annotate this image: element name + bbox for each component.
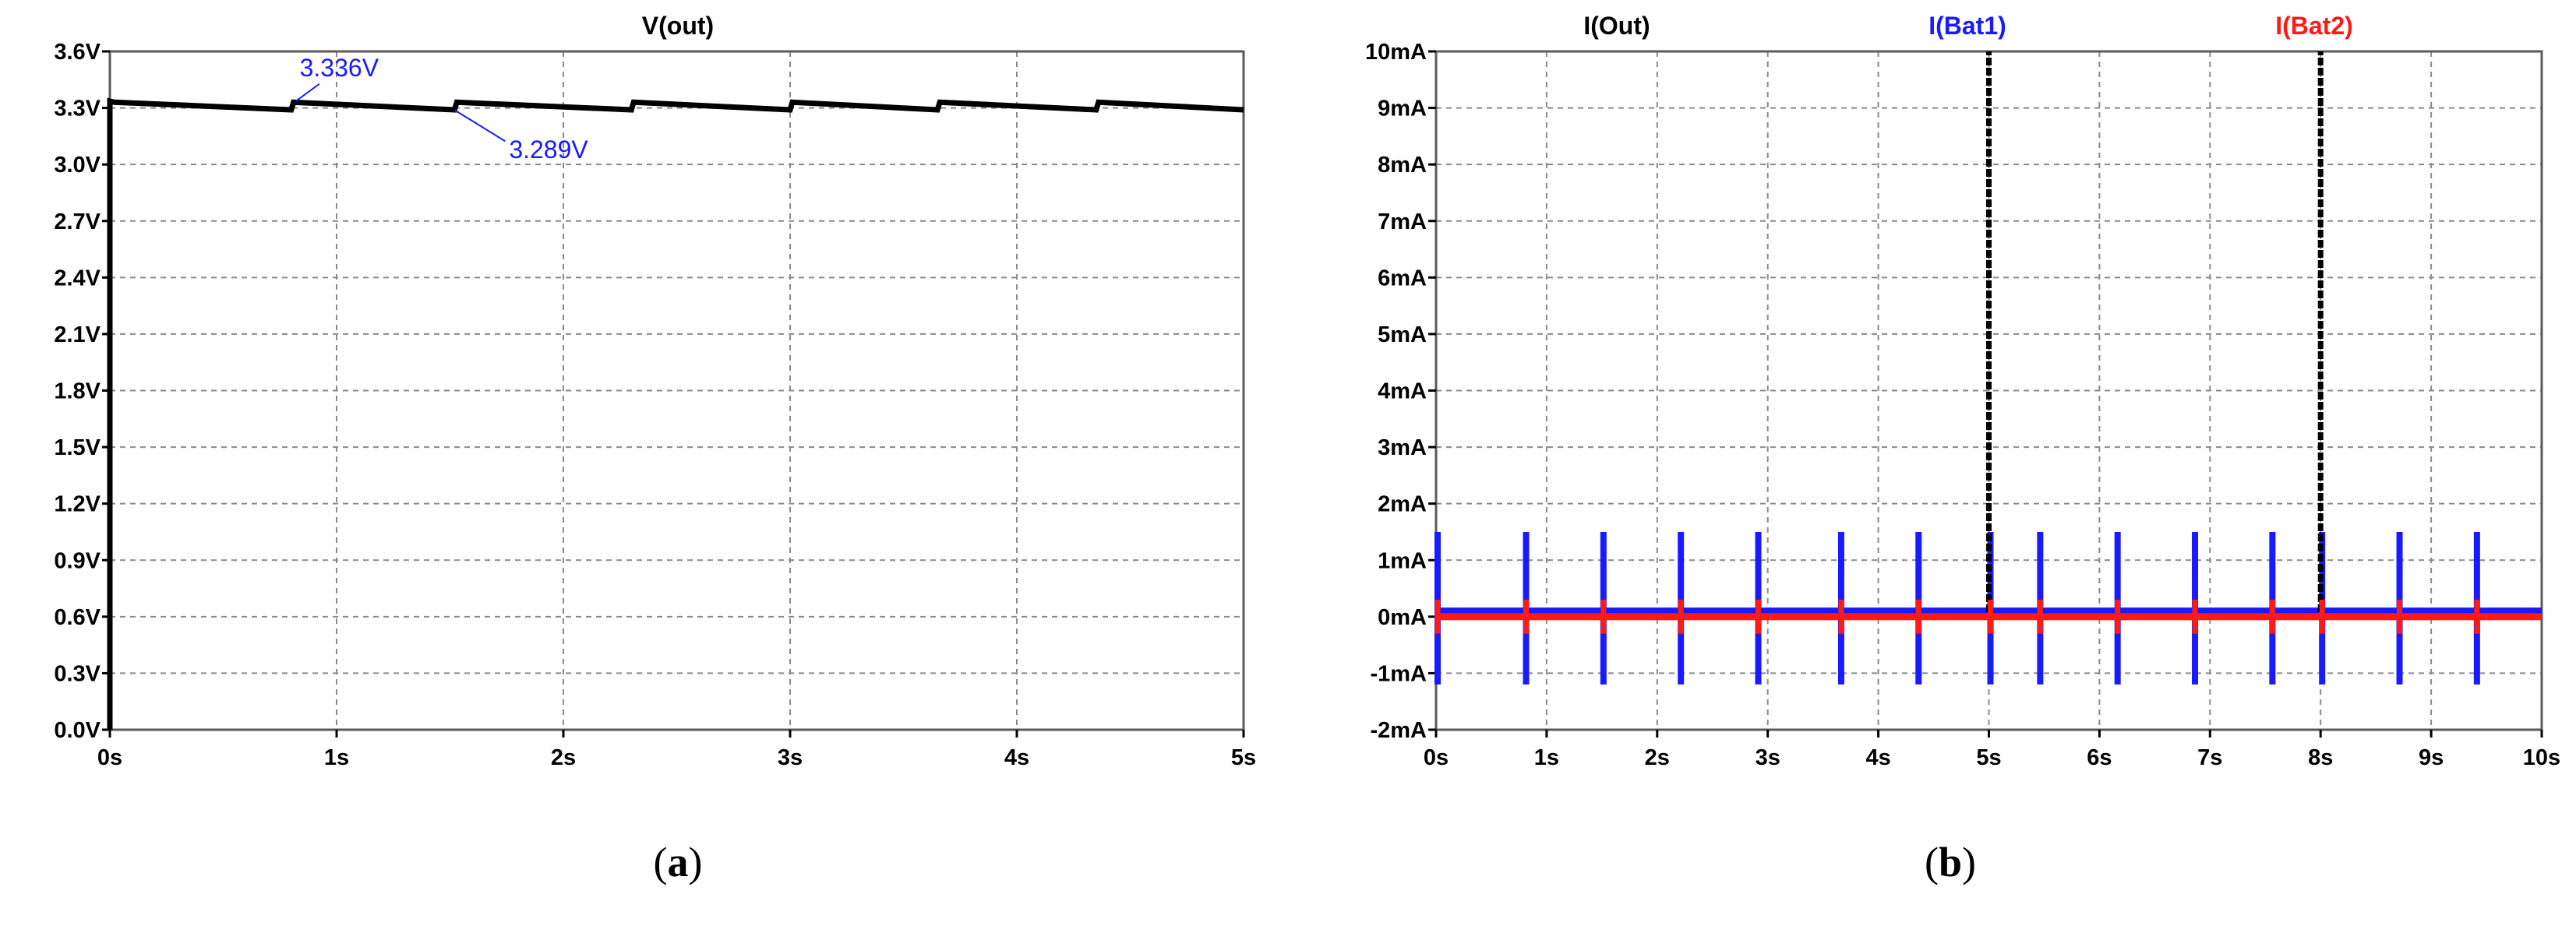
y-tick-label: 1.2V bbox=[54, 492, 101, 517]
x-tick-label: 4s bbox=[1004, 745, 1029, 770]
y-tick-label: 0mA bbox=[1378, 605, 1427, 630]
x-tick-label: 1s bbox=[1534, 745, 1559, 770]
y-tick-label: 2.1V bbox=[54, 322, 101, 347]
y-tick-label: 3.3V bbox=[54, 97, 101, 121]
x-tick-label: 1s bbox=[324, 745, 349, 770]
x-tick-label: 0s bbox=[1424, 745, 1449, 770]
x-tick-label: 7s bbox=[2197, 745, 2222, 770]
y-tick-label: 1.5V bbox=[54, 435, 101, 460]
y-tick-label: 2.4V bbox=[54, 266, 101, 290]
x-tick-label: 9s bbox=[2419, 745, 2444, 770]
y-tick-label: 0.6V bbox=[54, 605, 101, 630]
legend-entry: I(Bat2) bbox=[2275, 12, 2353, 40]
x-tick-label: 2s bbox=[1645, 745, 1670, 770]
x-tick-label: 0s bbox=[97, 745, 122, 770]
y-tick-label: 4mA bbox=[1378, 379, 1427, 404]
y-tick-label: 1.8V bbox=[54, 379, 101, 404]
panel-a-chart: 0.0V 0.3V 0.6V 0.9V 1.2V 1.5V 1.8V 2.1V 2.4V 2.7V… bbox=[54, 12, 1256, 885]
y-tick-label: 0.0V bbox=[54, 718, 101, 743]
x-tick-label: 3s bbox=[1756, 745, 1780, 770]
y-tick-label: -2mA bbox=[1370, 718, 1427, 743]
annotation-label: 3.289V bbox=[509, 136, 588, 164]
series-line-vout bbox=[107, 97, 1244, 730]
panel-caption: (a) bbox=[654, 839, 703, 885]
y-tick-label: 3.6V bbox=[54, 40, 101, 65]
x-tick-label: 5s bbox=[1976, 745, 2001, 770]
x-tick-label: 8s bbox=[2308, 745, 2333, 770]
legend-entry: I(Bat1) bbox=[1928, 12, 2006, 40]
annotation-leader bbox=[453, 109, 506, 143]
y-tick-label: 10mA bbox=[1365, 40, 1427, 65]
y-tick-label: 0.9V bbox=[54, 548, 101, 573]
y-tick-label: 2mA bbox=[1378, 492, 1427, 517]
legend-entry: I(Out) bbox=[1583, 12, 1650, 40]
y-tick-label: 8mA bbox=[1378, 153, 1427, 178]
chart-title: V(out) bbox=[642, 12, 714, 40]
x-tick-label: 5s bbox=[1231, 745, 1256, 770]
annotation-leader bbox=[295, 83, 320, 102]
y-tick-label: 5mA bbox=[1378, 322, 1427, 347]
x-tick-label: 6s bbox=[2087, 745, 2112, 770]
y-tick-label: 7mA bbox=[1378, 209, 1427, 234]
x-tick-label: 4s bbox=[1865, 745, 1890, 770]
y-tick-label: 2.7V bbox=[54, 209, 101, 234]
panel-caption: (b) bbox=[1925, 839, 1976, 885]
grid-lines bbox=[110, 51, 1244, 730]
x-tick-label: 10s bbox=[2523, 745, 2560, 770]
x-tick-label: 2s bbox=[551, 745, 576, 770]
y-tick-label: -1mA bbox=[1370, 661, 1427, 686]
y-tick-label: 3.0V bbox=[54, 153, 101, 178]
y-tick-label: 9mA bbox=[1378, 97, 1427, 121]
x-tick-label: 3s bbox=[778, 745, 803, 770]
y-tick-label: 0.3V bbox=[54, 661, 101, 686]
panel-b-chart: -2mA -1mA 0mA 1mA 2mA 3mA 4mA 5mA 6mA 7mA 8mA 9mA 10… bbox=[1365, 12, 2560, 885]
y-tick-label: 6mA bbox=[1378, 266, 1427, 290]
y-tick-label: 1mA bbox=[1378, 548, 1427, 573]
annotation-label: 3.336V bbox=[300, 54, 379, 82]
y-tick-label: 3mA bbox=[1378, 435, 1427, 460]
